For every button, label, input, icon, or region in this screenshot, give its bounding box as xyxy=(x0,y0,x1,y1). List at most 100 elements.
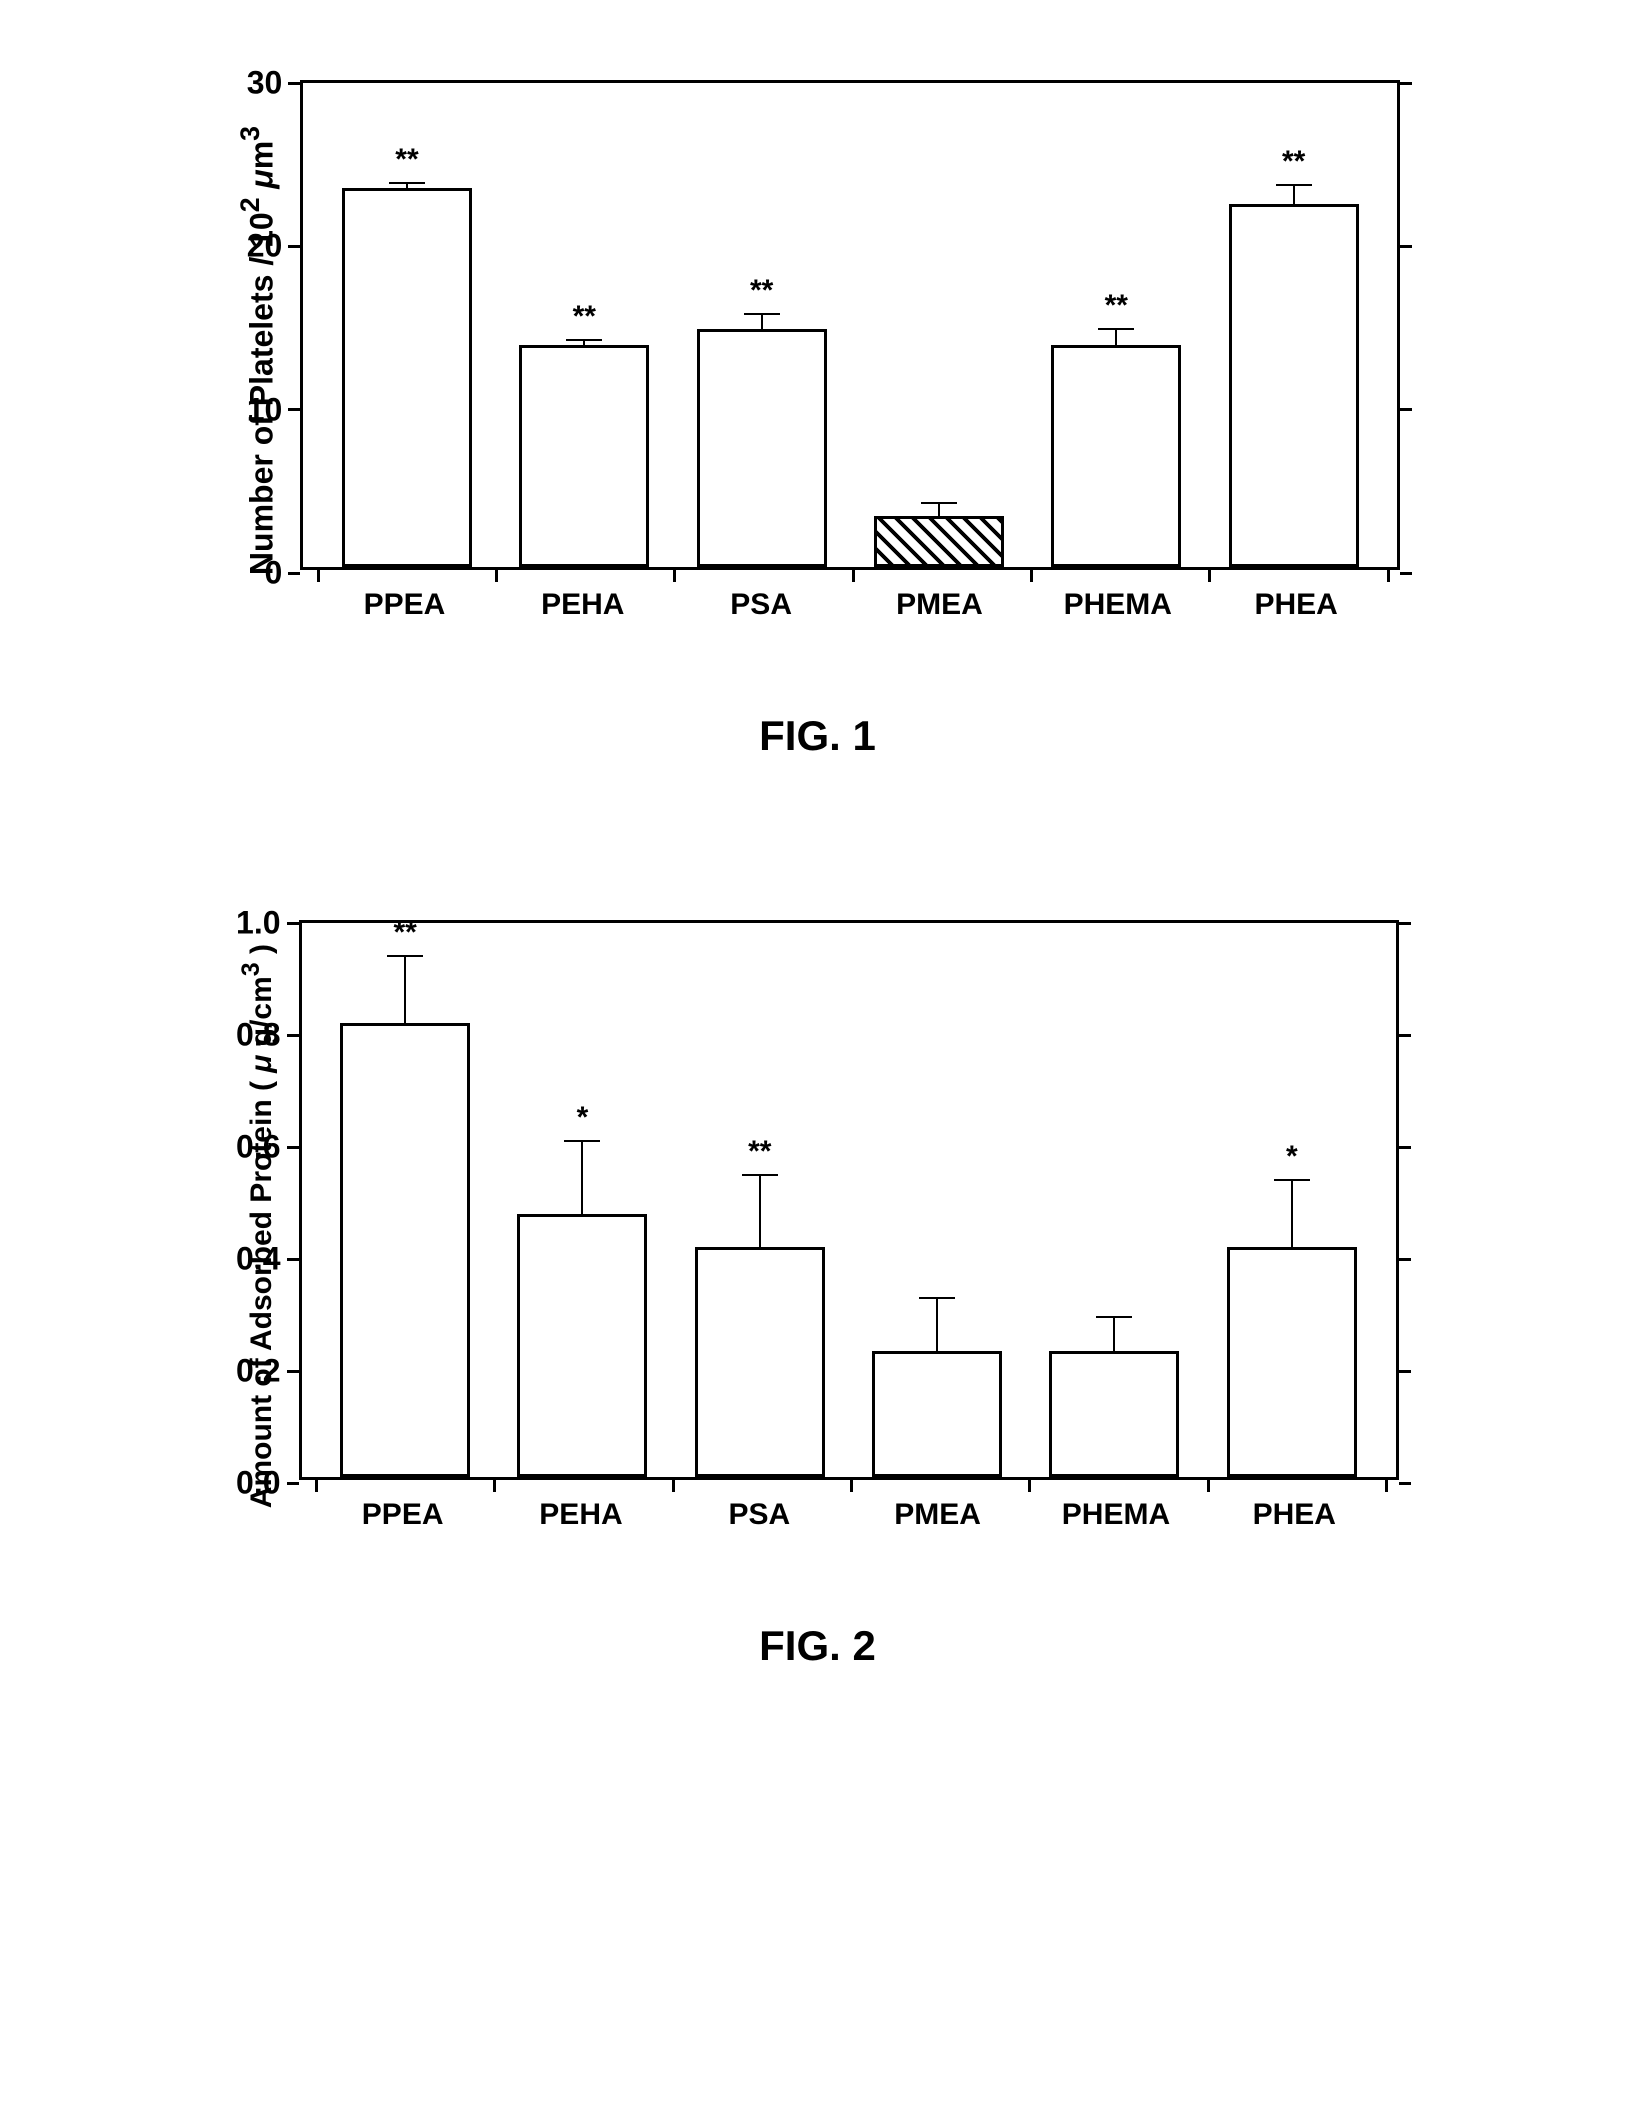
y-tick xyxy=(288,408,300,411)
y-tick xyxy=(287,922,299,925)
y-tick-label: 20 xyxy=(247,228,283,265)
x-labels-2: PPEAPEHAPSAPMEAPHEMAPHEA xyxy=(299,1498,1399,1532)
x-label: PSA xyxy=(694,1498,824,1532)
y-tick xyxy=(288,572,300,575)
bar-group: ** xyxy=(697,329,827,567)
x-label: PPEA xyxy=(339,588,469,622)
significance-marker: ** xyxy=(395,143,418,177)
bar xyxy=(1229,204,1359,567)
bar xyxy=(342,188,472,567)
bar-group: ** xyxy=(519,345,649,567)
figure-1: Number of Platelets / 102 μm3 0102030 **… xyxy=(120,80,1515,760)
x-label: PEHA xyxy=(516,1498,646,1532)
x-label: PPEA xyxy=(338,1498,468,1532)
bar-group xyxy=(1049,1351,1179,1477)
bar xyxy=(519,345,649,567)
chart-area-1: 0102030 ********** xyxy=(300,80,1400,570)
y-tick xyxy=(288,82,300,85)
y-tick-label: 30 xyxy=(247,65,283,102)
error-cap xyxy=(387,955,423,957)
error-bar xyxy=(759,1175,761,1248)
x-labels-1: PPEAPEHAPSAPMEAPHEMAPHEA xyxy=(300,588,1400,622)
x-label: PHEA xyxy=(1229,1498,1359,1532)
chart-and-xlabels-2: 0.00.20.40.60.81.0 ****** PPEAPEHAPSAPME… xyxy=(299,920,1399,1532)
figure-2: Amount of Adsorbed Protein ( μ g/cm3 ) 0… xyxy=(120,920,1515,1670)
significance-marker: * xyxy=(1286,1140,1298,1174)
x-tick xyxy=(493,1480,496,1492)
error-bar xyxy=(936,1298,938,1351)
y-tick-right xyxy=(1400,245,1412,248)
error-cap xyxy=(1274,1179,1310,1181)
error-bar xyxy=(404,956,406,1023)
x-tick xyxy=(852,570,855,582)
error-bar xyxy=(761,314,763,329)
bar xyxy=(872,1351,1002,1477)
y-tick-label: 0.4 xyxy=(236,1241,280,1278)
error-bar xyxy=(1293,185,1295,205)
y-tick xyxy=(287,1482,299,1485)
bar xyxy=(1049,1351,1179,1477)
x-tick xyxy=(1207,1480,1210,1492)
bar-group xyxy=(872,1351,1002,1477)
error-cap xyxy=(566,339,602,341)
error-bar xyxy=(938,503,940,516)
error-bar xyxy=(1115,329,1117,345)
bar-group: ** xyxy=(342,188,472,567)
error-cap xyxy=(919,1297,955,1299)
error-bar xyxy=(1113,1317,1115,1351)
y-tick-right xyxy=(1399,922,1411,925)
y-tick-right xyxy=(1400,572,1412,575)
bar xyxy=(874,516,1004,567)
y-tick-right xyxy=(1399,1258,1411,1261)
y-tick-right xyxy=(1399,1146,1411,1149)
bar-group: ** xyxy=(1229,204,1359,567)
y-tick-right xyxy=(1399,1370,1411,1373)
x-tick xyxy=(672,1480,675,1492)
x-tick xyxy=(495,570,498,582)
chart-area-2: 0.00.20.40.60.81.0 ****** xyxy=(299,920,1399,1480)
y-axis-label-1: Number of Platelets / 102 μm3 xyxy=(235,126,281,575)
y-tick xyxy=(287,1258,299,1261)
bar xyxy=(697,329,827,567)
y-tick-label: 0 xyxy=(265,555,283,592)
figure-caption-2: FIG. 2 xyxy=(120,1622,1515,1670)
bar xyxy=(1227,1247,1357,1477)
error-cap xyxy=(1096,1316,1132,1318)
error-cap xyxy=(744,313,780,315)
y-tick xyxy=(287,1034,299,1037)
y-tick-label: 0.8 xyxy=(236,1017,280,1054)
x-label: PSA xyxy=(696,588,826,622)
error-bar xyxy=(1291,1180,1293,1247)
chart-and-xlabels-1: 0102030 ********** PPEAPEHAPSAPMEAPHEMAP… xyxy=(300,80,1400,622)
x-label: PHEMA xyxy=(1051,1498,1181,1532)
x-tick xyxy=(850,1480,853,1492)
bars-container-2: ****** xyxy=(302,923,1396,1477)
significance-marker: ** xyxy=(748,1135,771,1169)
y-tick xyxy=(287,1146,299,1149)
x-label: PMEA xyxy=(874,588,1004,622)
y-tick-label: 0.2 xyxy=(236,1353,280,1390)
y-tick-label: 0.6 xyxy=(236,1129,280,1166)
y-axis-text-1: Number of Platelets / 102 μm3 xyxy=(243,126,279,575)
bar xyxy=(695,1247,825,1477)
y-tick-label: 10 xyxy=(247,391,283,428)
bar-group: ** xyxy=(1051,345,1181,567)
significance-marker: ** xyxy=(750,274,773,308)
bar xyxy=(340,1023,470,1477)
x-tick xyxy=(1030,570,1033,582)
y-tick-right xyxy=(1400,408,1412,411)
error-cap xyxy=(1276,184,1312,186)
x-tick xyxy=(1208,570,1211,582)
y-tick-right xyxy=(1400,82,1412,85)
x-label: PEHA xyxy=(518,588,648,622)
bar-group: ** xyxy=(695,1247,825,1477)
error-cap xyxy=(742,1174,778,1176)
error-cap xyxy=(389,182,425,184)
x-tick xyxy=(1387,570,1390,582)
bar-group: * xyxy=(517,1214,647,1477)
y-tick-label: 0.0 xyxy=(236,1465,280,1502)
x-label: PHEMA xyxy=(1053,588,1183,622)
y-tick-right xyxy=(1399,1034,1411,1037)
error-cap xyxy=(921,502,957,504)
significance-marker: ** xyxy=(1282,145,1305,179)
